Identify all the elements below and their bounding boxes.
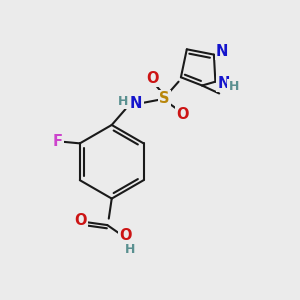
Text: O: O xyxy=(146,71,159,86)
Text: O: O xyxy=(120,228,132,243)
Text: S: S xyxy=(160,91,170,106)
Text: N: N xyxy=(216,44,228,59)
Text: N: N xyxy=(218,76,230,91)
Text: H: H xyxy=(228,80,239,94)
Text: O: O xyxy=(176,107,189,122)
Text: H: H xyxy=(124,243,135,256)
Text: N: N xyxy=(130,96,142,111)
Text: O: O xyxy=(75,213,87,228)
Text: F: F xyxy=(53,134,63,149)
Text: H: H xyxy=(117,95,128,108)
